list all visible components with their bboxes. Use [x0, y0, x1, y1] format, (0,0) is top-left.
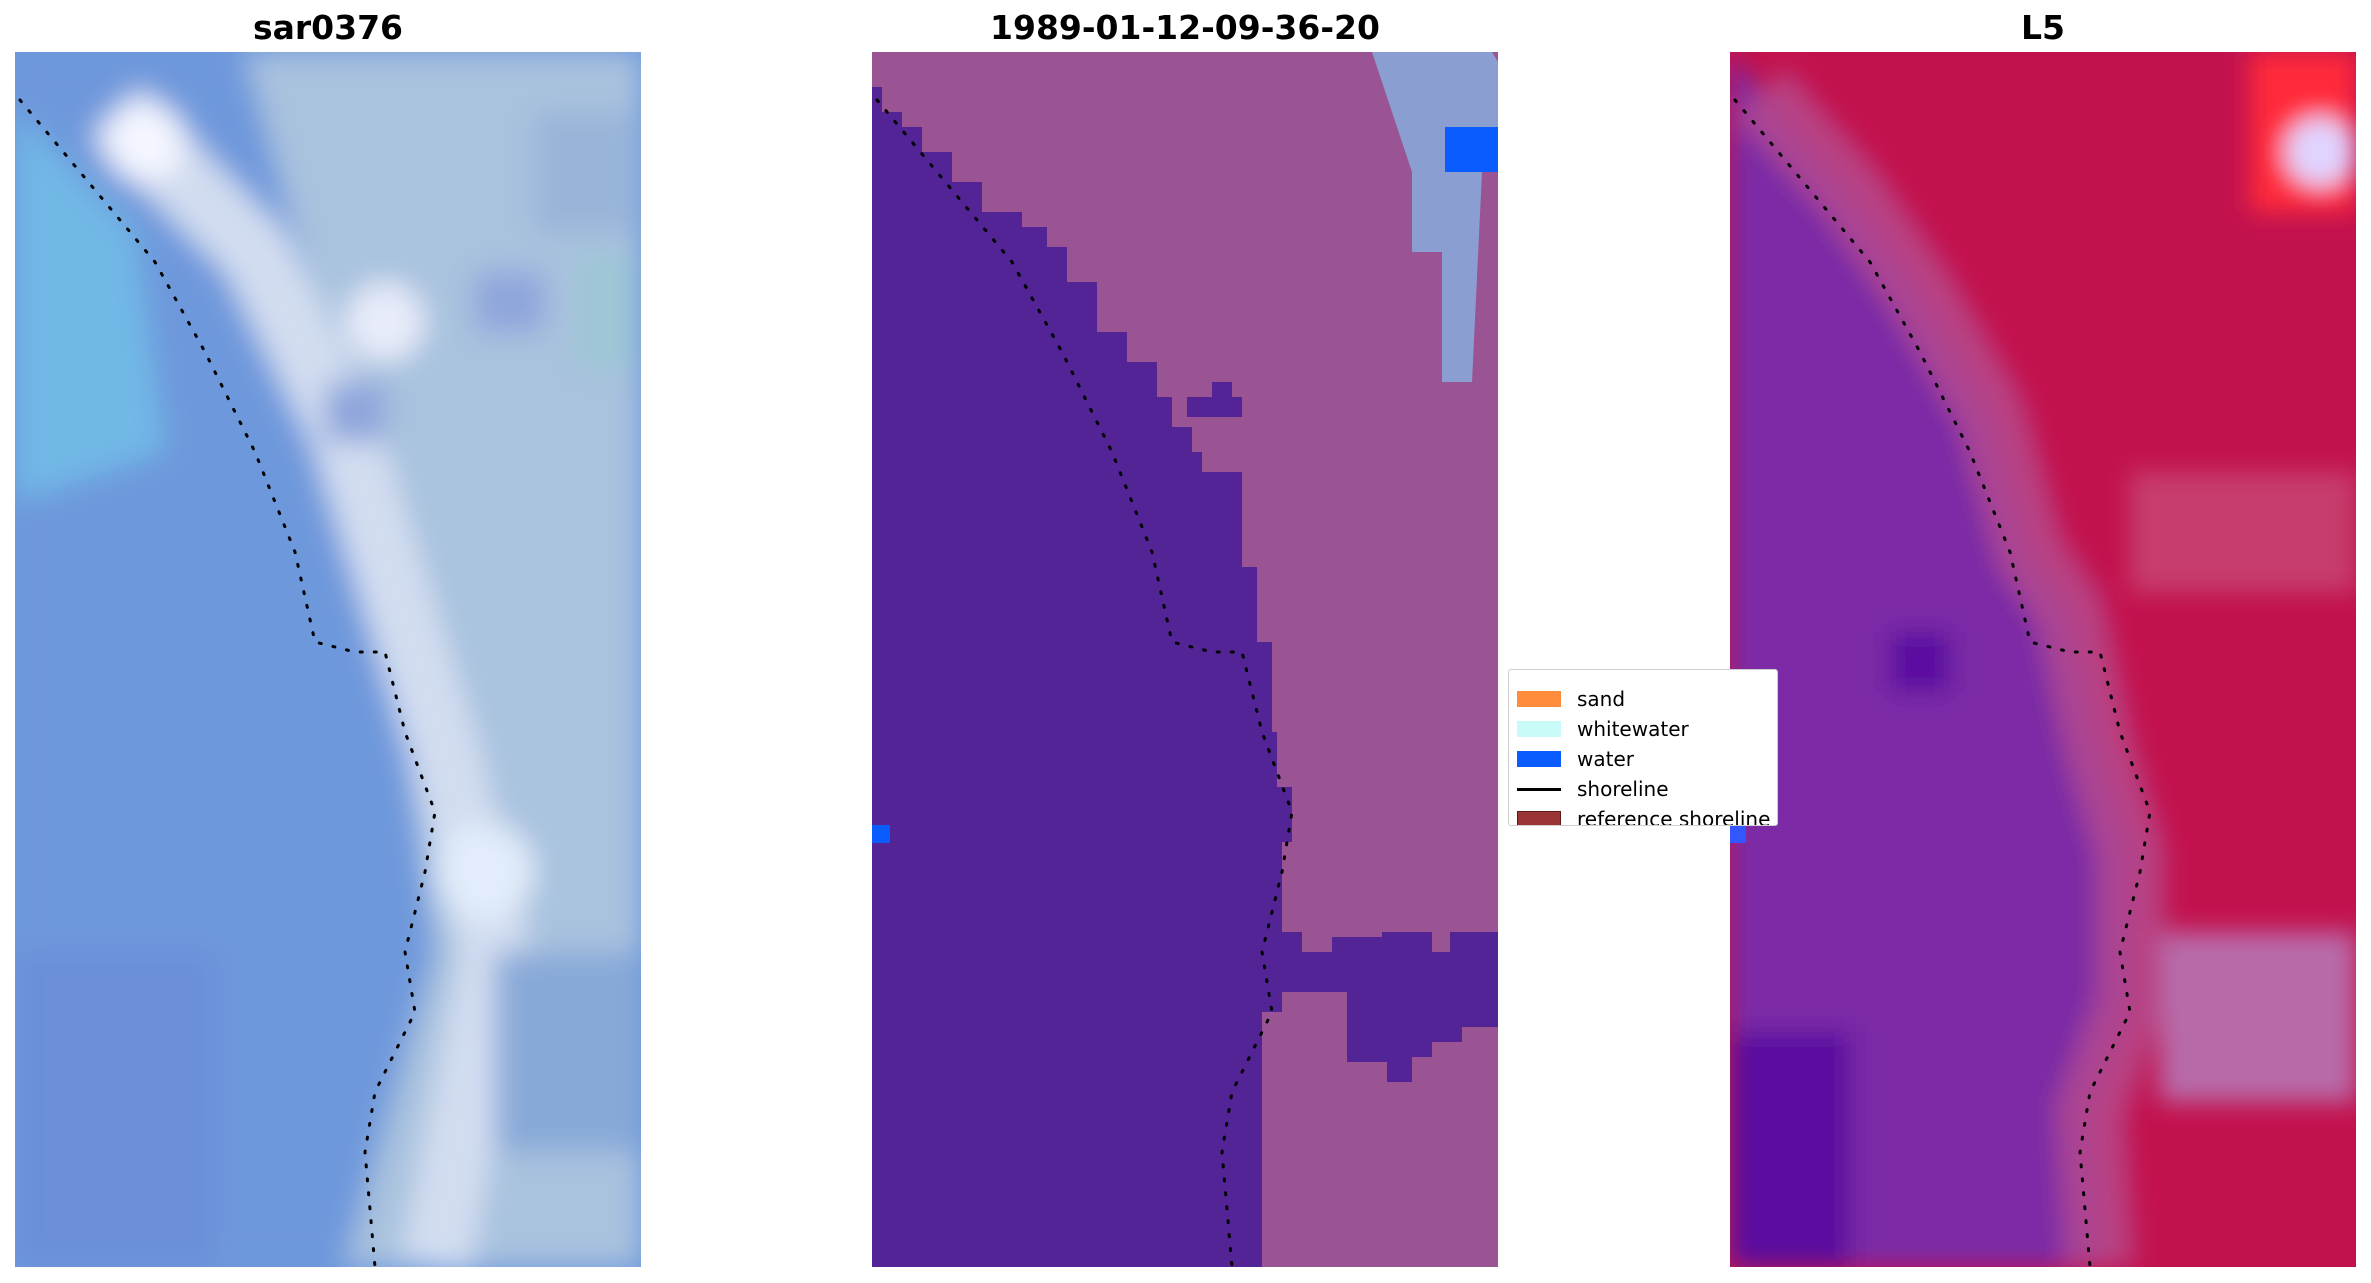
legend-label-shoreline: shoreline — [1577, 777, 1669, 801]
sand-swatch — [1517, 691, 1561, 707]
panel-title-rgb: sar0376 — [252, 8, 404, 47]
legend-item-reference-shoreline: reference shoreline — [1517, 804, 1771, 826]
legend: sand whitewater water shoreline referenc… — [1508, 669, 1778, 826]
whitewater-swatch — [1517, 721, 1561, 737]
reference-shoreline-swatch — [1517, 811, 1561, 825]
falsecolor-image — [1730, 52, 2356, 1267]
shoreline-line-swatch — [1517, 787, 1561, 791]
panel-title-classified: 1989-01-12-09-36-20 — [990, 8, 1380, 47]
falsecolor-image-panel — [1730, 52, 2356, 1267]
shoreline-line-1 — [18, 98, 437, 1267]
shoreline-line-3 — [1733, 98, 2152, 1267]
legend-label-reference-shoreline: reference shoreline — [1577, 807, 1771, 826]
panel-title-falsecolor: L5 — [2021, 8, 2065, 47]
legend-item-shoreline: shoreline — [1517, 774, 1669, 804]
rgb-satellite-image — [15, 52, 641, 1267]
water-swatch — [1517, 751, 1561, 767]
classified-image-panel — [872, 52, 1498, 1267]
rgb-image-panel — [15, 52, 641, 1267]
classified-image — [872, 52, 1498, 1267]
legend-label-sand: sand — [1577, 687, 1626, 711]
legend-item-water: water — [1517, 744, 1634, 774]
shoreline-line-2 — [875, 98, 1294, 1267]
legend-label-water: water — [1577, 747, 1634, 771]
legend-item-sand: sand — [1517, 684, 1625, 714]
legend-item-whitewater: whitewater — [1517, 714, 1689, 744]
legend-label-whitewater: whitewater — [1577, 717, 1689, 741]
